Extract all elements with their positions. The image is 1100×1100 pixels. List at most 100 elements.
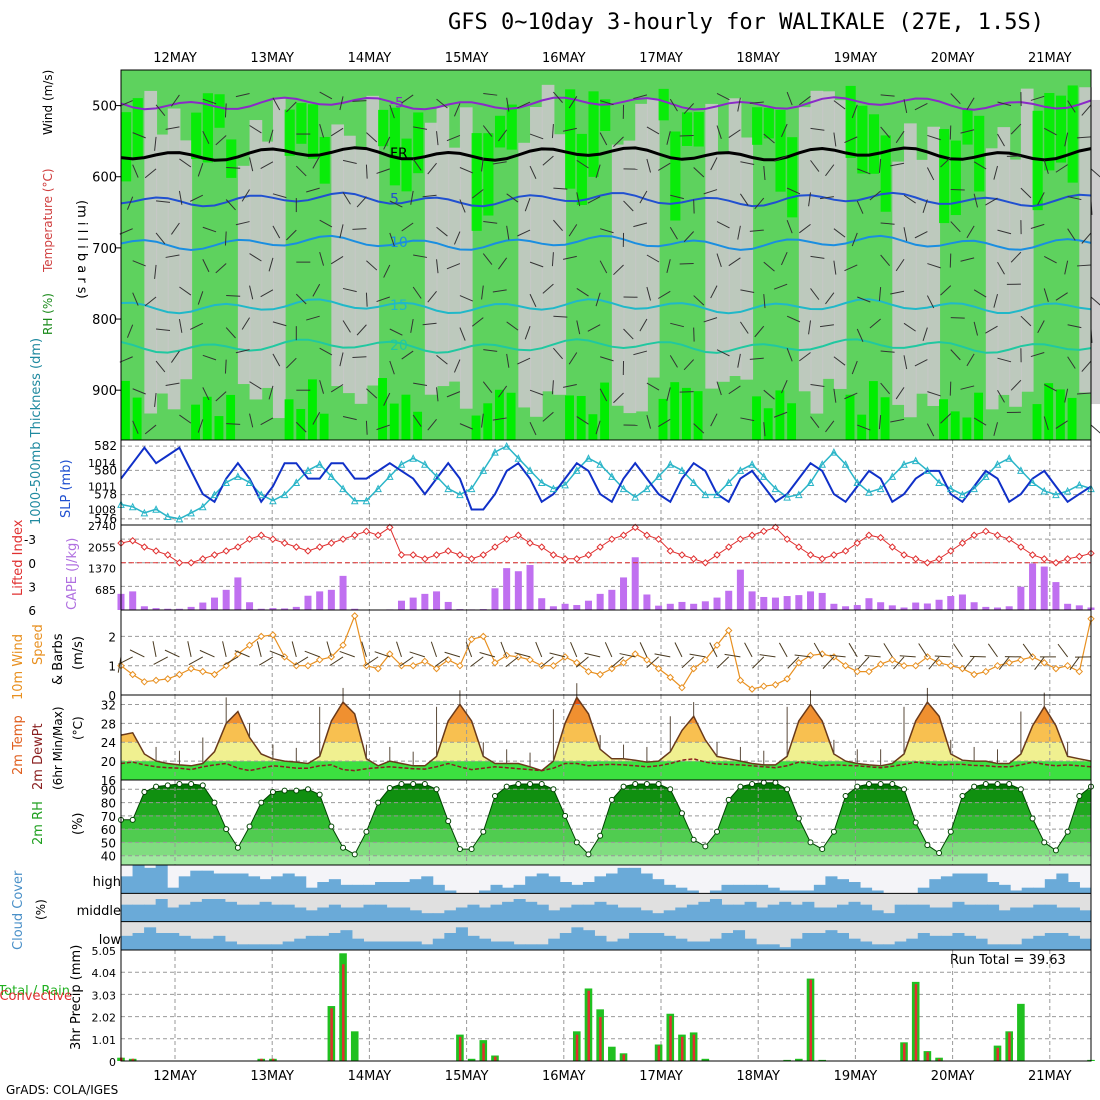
precip-conv-bar [575,1034,579,1061]
rh-point [901,786,908,793]
temp-line [120,695,1092,772]
rh-point [760,779,767,786]
wind-barb [987,643,998,658]
cloud-bar [213,873,226,894]
wind-barb [430,641,438,658]
thickness-point [526,466,534,474]
rh-moist-patch [950,411,960,440]
wind-barb [529,293,537,308]
cloud-bar [155,899,168,922]
rh-dry-patch [249,120,263,400]
cloud-bar [721,933,734,950]
bottom-day-label: 18MAY [736,1069,780,1084]
cloud-bar [836,879,849,894]
rh-dry-patch [354,149,368,404]
cloud-bar [629,933,642,950]
rh-point [994,780,1001,787]
wind-barb [553,315,568,318]
thickness-point [444,484,453,493]
cloud-bar [756,884,769,894]
wind-barb [459,423,473,430]
wind-barb [459,167,473,174]
wind-speed-point [549,661,558,670]
wind-barb [1067,100,1076,113]
top-day-label: 19MAY [834,51,878,66]
wind-barb [529,133,544,140]
wind-barb [294,656,309,666]
cloud-bar [767,904,780,922]
wind-barb [492,289,507,293]
wind-barb [202,130,210,144]
wind-barb [666,259,671,273]
pressure-tick-label: 500 [92,100,117,115]
wind-barb [749,229,764,232]
rh-moist-patch [214,416,224,440]
cloud-bar [340,930,353,950]
wind-barb [412,286,422,299]
rh-moist-patch [471,133,482,231]
wind-barb [319,380,325,394]
cloud-bar [987,904,1000,922]
rh-moist-patch [132,397,142,440]
wind-barb [483,349,498,352]
wind-barb [389,232,395,247]
cape-bar [339,575,347,610]
wind-barb [716,253,722,268]
rh-point [386,784,393,791]
wind-barb [126,196,134,210]
rh-point [550,786,557,793]
cloud-bar [167,887,180,894]
temp-tick-label: 32 [101,698,116,712]
cape-bar [643,594,651,610]
isotherm-label: -5 [390,95,404,111]
lifted-point [947,547,955,555]
wind-barb [763,389,775,400]
wind-barb [857,424,871,431]
cloud-bar [871,910,884,922]
thickness-point [818,460,827,468]
cloud-bar [444,890,457,894]
cloud-bar [305,887,318,894]
run-total-label: Run Total = 39.63 [950,953,1066,968]
cloud-high-label: high [93,875,121,890]
cape-bar [994,607,1002,610]
rh-moist-patch [658,398,668,440]
wind-barb [703,317,718,323]
rh-point [865,780,872,787]
wind-barb [453,359,461,373]
wind-barb [997,101,1012,107]
wind-barb [551,380,554,395]
wind-barb [436,226,448,237]
cloud-bar [155,933,168,950]
cape-tick-label: 1370 [88,563,116,576]
cloud-bar [1021,887,1034,894]
cloud-bar [952,901,965,922]
wind-barb [928,656,940,670]
rh-moist-patch [1055,389,1065,440]
wind-barb [993,165,998,180]
precip-conv-bar [482,1043,485,1061]
cloud-bar [744,938,757,950]
wind-barb [1076,392,1092,395]
wind-barb [470,656,484,667]
rh-point [947,828,954,835]
rh-dry-patch [1009,159,1022,407]
rh-point [491,792,498,799]
wind-barb [737,225,741,240]
wind-barb [154,136,157,151]
wind-barb [716,93,730,101]
lifted-point [269,535,277,543]
wind-barb [739,321,749,334]
wind-barb [225,199,236,211]
cape-bar [444,601,452,610]
cloud-bar [963,904,977,922]
rh-moist-patch [962,417,972,440]
thickness-point [304,466,312,474]
wind-barb [389,104,395,119]
wind-barb [740,161,755,165]
precip-conv-bar [599,1017,602,1061]
wind-barb [517,357,531,365]
cloud-bar [502,901,515,922]
thickness-point [841,460,850,468]
wind-barb [505,656,519,668]
